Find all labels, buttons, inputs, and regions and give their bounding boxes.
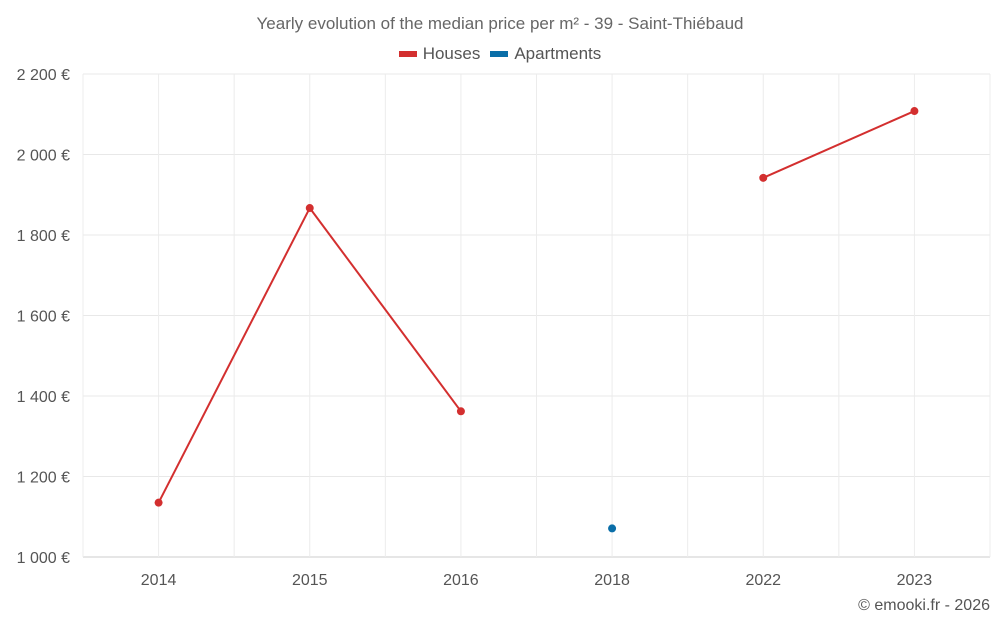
legend-swatch-houses bbox=[398, 51, 417, 57]
data-point-houses bbox=[305, 204, 314, 213]
y-tick-label: 1 600 € bbox=[17, 309, 70, 326]
series-line-houses bbox=[157, 207, 311, 504]
series-line-houses bbox=[762, 110, 915, 179]
x-tick-label: 2015 bbox=[292, 572, 328, 589]
x-tick-label: 2016 bbox=[443, 572, 479, 589]
legend-swatch-apartments bbox=[490, 51, 509, 57]
y-tick-label: 2 000 € bbox=[17, 148, 70, 165]
series-line-houses bbox=[308, 207, 462, 412]
data-point-houses bbox=[759, 173, 768, 182]
data-point-houses bbox=[910, 107, 919, 116]
legend: Houses Apartments bbox=[0, 44, 1000, 64]
y-tick-label: 1 000 € bbox=[17, 550, 70, 567]
y-tick-label: 1 800 € bbox=[17, 228, 70, 245]
x-tick-label: 2018 bbox=[594, 572, 630, 589]
y-tick-label: 1 400 € bbox=[17, 389, 70, 406]
legend-label-apartments: Apartments bbox=[514, 44, 602, 63]
x-tick-label: 2022 bbox=[745, 572, 781, 589]
chart-title: Yearly evolution of the median price per… bbox=[256, 14, 744, 33]
data-point-houses bbox=[456, 407, 465, 416]
x-tick-label: 2023 bbox=[897, 572, 933, 589]
data-point-apartments bbox=[608, 524, 617, 533]
y-tick-label: 1 200 € bbox=[17, 470, 70, 487]
x-tick-label: 2014 bbox=[141, 572, 177, 589]
legend-item-apartments[interactable]: Apartments bbox=[490, 44, 601, 64]
y-tick-label: 2 200 € bbox=[17, 67, 70, 84]
credit-text: © emooki.fr - 2026 bbox=[858, 597, 990, 614]
legend-label-houses: Houses bbox=[422, 44, 481, 63]
legend-item-houses[interactable]: Houses bbox=[398, 44, 481, 64]
data-point-houses bbox=[154, 498, 163, 507]
